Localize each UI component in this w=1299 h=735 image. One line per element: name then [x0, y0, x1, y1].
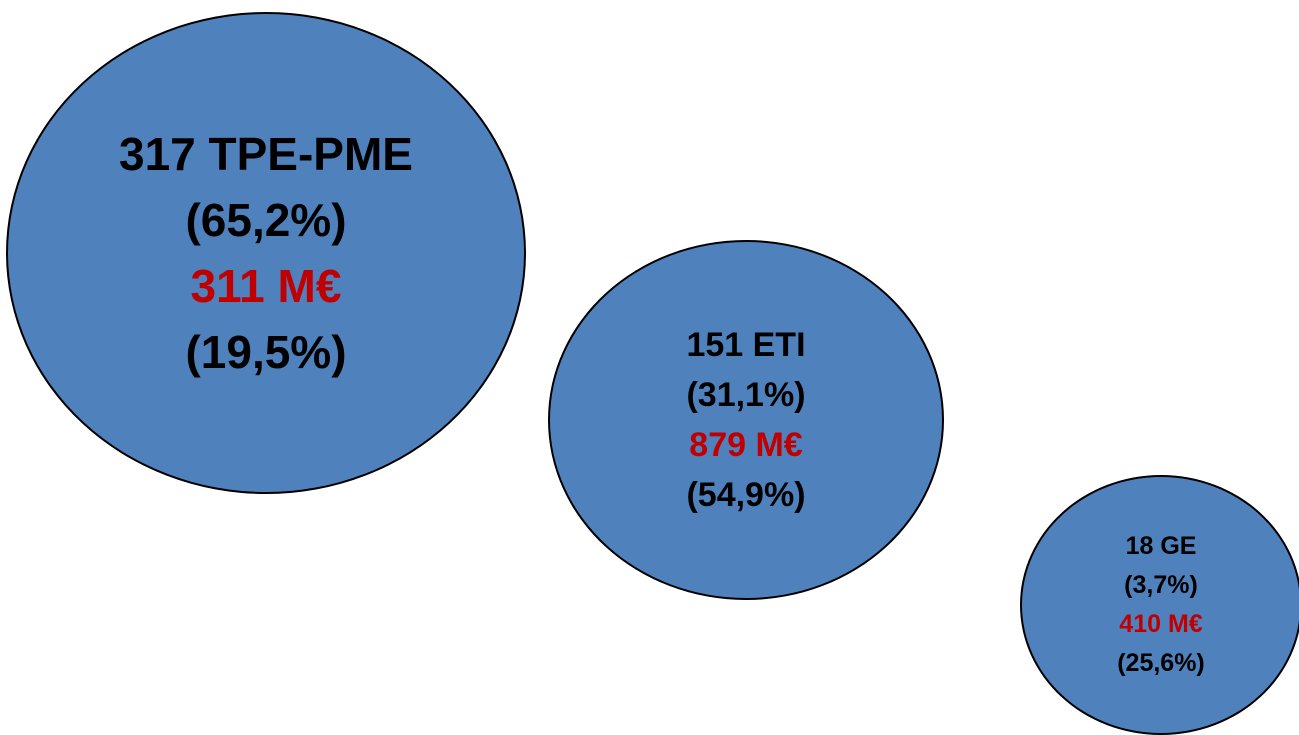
bubble-amount-share: (19,5%) — [185, 326, 347, 378]
bubble-amount: 879 M€ — [689, 426, 803, 464]
bubble-count-label: 18 GE — [1125, 532, 1197, 560]
bubble-amount: 410 M€ — [1119, 610, 1203, 638]
bubble-amount-share: (54,9%) — [686, 476, 806, 514]
bubble-count-share: (65,2%) — [185, 194, 347, 246]
bubble-count-share: (31,1%) — [686, 376, 806, 414]
bubble-count-label: 151 ETI — [686, 326, 806, 364]
bubble-count-label: 317 TPE-PME — [119, 128, 413, 180]
bubble-count-share: (3,7%) — [1124, 571, 1198, 599]
bubble-tpe-pme: 317 TPE-PME (65,2%) 311 M€ (19,5%) — [6, 12, 526, 494]
bubble-amount: 311 M€ — [190, 260, 342, 312]
bubble-eti: 151 ETI (31,1%) 879 M€ (54,9%) — [548, 240, 944, 600]
bubble-amount-share: (25,6%) — [1117, 649, 1205, 677]
bubble-ge: 18 GE (3,7%) 410 M€ (25,6%) — [1020, 475, 1299, 735]
